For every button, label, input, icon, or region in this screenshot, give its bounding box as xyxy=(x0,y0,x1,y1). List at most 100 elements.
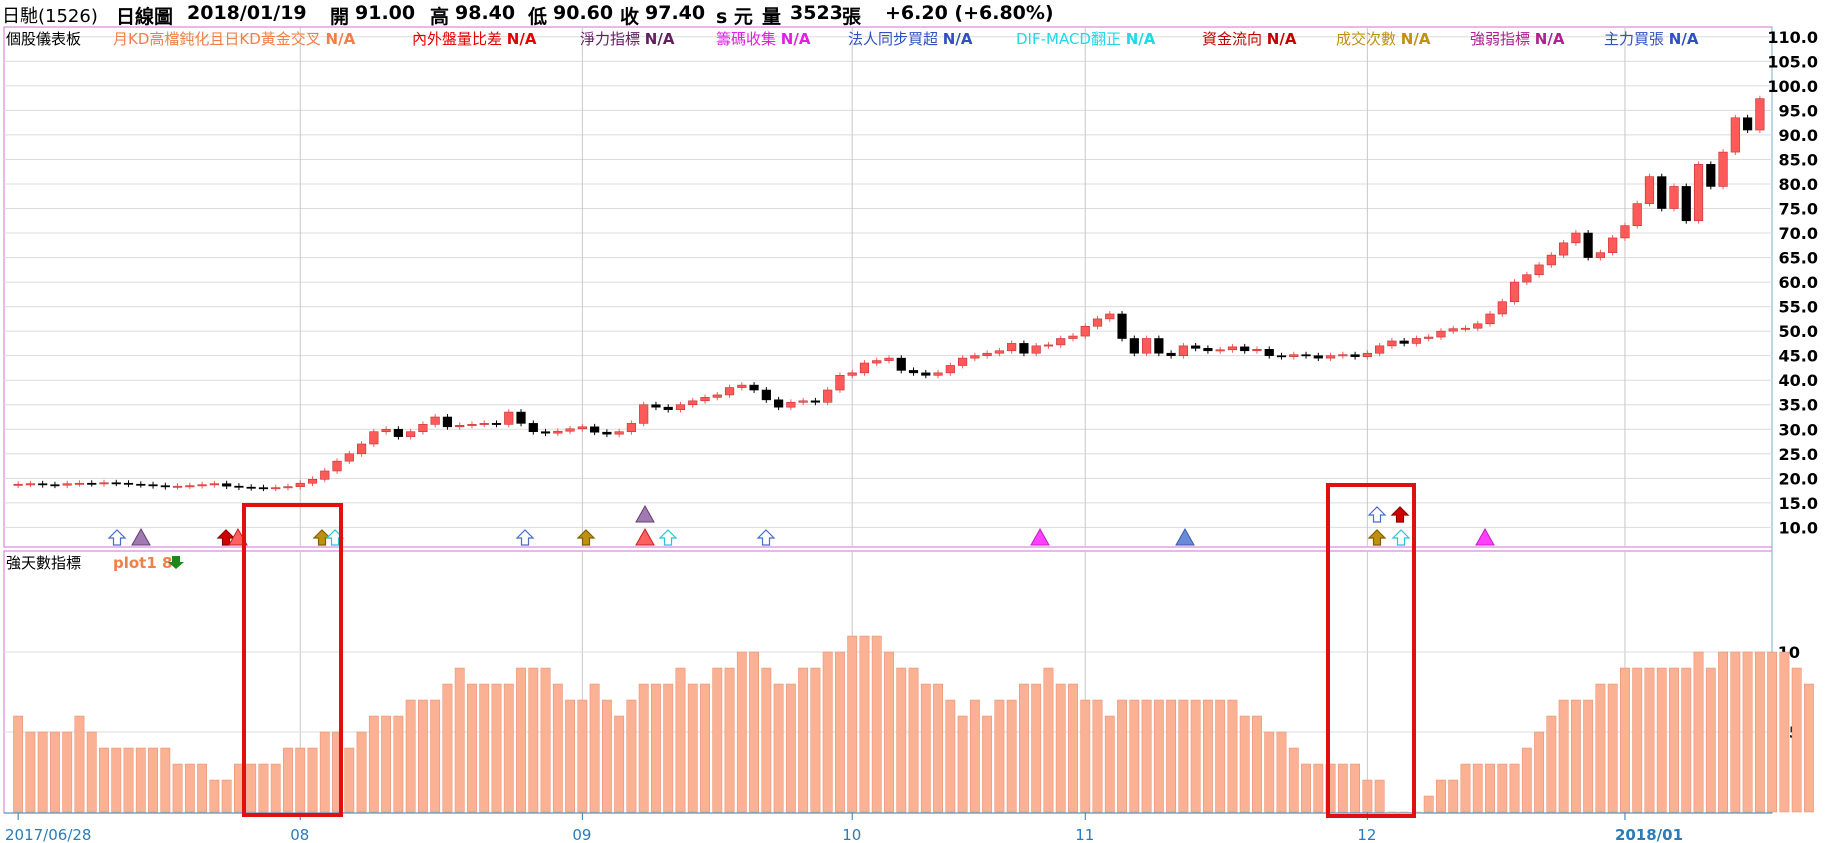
indicator-bar xyxy=(25,731,36,813)
indicator-bar xyxy=(148,747,158,813)
price-tick-label: 55.0 xyxy=(1779,298,1818,317)
indicator-bar xyxy=(871,635,882,813)
quote-header: 日馳(1526) 日線圖 2018/01/19 開 91.00 高 98.40 … xyxy=(0,0,1837,28)
indicator-bar xyxy=(1043,667,1054,813)
indicator-bar xyxy=(1558,699,1569,813)
candle xyxy=(1105,313,1115,320)
indicator-label: 主力買張 N/A xyxy=(1604,30,1699,48)
indicator-bar xyxy=(1129,699,1140,813)
indicator-bar xyxy=(1669,667,1679,813)
indicator-bar xyxy=(381,715,392,813)
candle xyxy=(1497,301,1507,315)
candle xyxy=(823,389,833,403)
candle xyxy=(185,485,195,488)
candle xyxy=(99,482,109,485)
indicator-value: N/A xyxy=(645,30,675,48)
candle xyxy=(982,352,992,356)
indicator-bar xyxy=(1117,699,1127,813)
dashboard-title: 個股儀表板 xyxy=(6,30,81,48)
arrow-marker-icon xyxy=(312,529,332,546)
candle xyxy=(651,404,661,408)
candle xyxy=(1031,345,1041,354)
indicator-bar xyxy=(160,747,171,813)
period-label: 日線圖 xyxy=(116,6,174,28)
indicator-bar xyxy=(184,763,195,813)
indicator-bar xyxy=(651,683,661,813)
candle xyxy=(148,484,158,487)
candle xyxy=(908,370,919,374)
indicator-bar xyxy=(1301,763,1311,813)
candle xyxy=(258,487,269,490)
x-tick-label: 10 xyxy=(842,826,861,843)
indicator-bar xyxy=(994,699,1005,813)
price-tick-label: 110.0 xyxy=(1767,28,1818,47)
indicator-bar xyxy=(528,667,539,813)
indicator-value: N/A xyxy=(943,30,973,48)
candle xyxy=(1289,354,1299,357)
price-tick-label: 25.0 xyxy=(1779,445,1818,464)
indicator-bar xyxy=(172,763,183,813)
candle xyxy=(1595,252,1606,258)
indicator-bar xyxy=(135,747,146,813)
indicator-bar xyxy=(1656,667,1667,813)
indicator-bar xyxy=(307,747,318,813)
price-tick-label: 45.0 xyxy=(1779,347,1818,366)
indicator-bar xyxy=(1472,763,1483,813)
indicator-bar xyxy=(1252,715,1262,813)
candle xyxy=(1068,335,1078,339)
candle xyxy=(13,483,23,486)
candle xyxy=(1043,344,1054,347)
plot-label: plot1 8 xyxy=(113,554,172,572)
candle xyxy=(320,470,330,480)
open-value: 91.00 xyxy=(355,2,416,24)
candle xyxy=(1227,346,1238,351)
indicator-bar xyxy=(368,715,379,813)
candle xyxy=(933,372,943,376)
candle xyxy=(430,416,440,425)
indicator-bar xyxy=(111,747,122,813)
candle xyxy=(356,443,367,455)
indicator-bar xyxy=(1386,811,1397,814)
indicator-bar xyxy=(1104,715,1115,813)
indicator-bar xyxy=(957,715,968,813)
high-label: 高 xyxy=(430,6,450,28)
indicator-bar xyxy=(798,667,809,813)
candle xyxy=(1546,254,1556,266)
indicator-bar xyxy=(1337,763,1348,813)
arrow-marker-icon xyxy=(1391,529,1411,546)
high-value: 98.40 xyxy=(455,2,516,24)
candle xyxy=(774,399,784,408)
indicator-bar xyxy=(1546,715,1557,813)
candle xyxy=(222,483,232,487)
indicator-bar xyxy=(1460,763,1471,813)
indicator-bar xyxy=(1705,667,1716,813)
indicator-bar xyxy=(1804,683,1814,813)
x-tick-label: 2018/01 xyxy=(1615,826,1683,843)
candle xyxy=(847,372,857,376)
candle xyxy=(516,411,526,424)
candle xyxy=(332,460,342,472)
candle xyxy=(1203,348,1213,352)
candle xyxy=(1276,355,1287,358)
candle xyxy=(835,375,845,391)
candle xyxy=(970,355,980,359)
triangle-marker-icon xyxy=(635,527,655,546)
highlight-box xyxy=(242,503,343,817)
candle xyxy=(1669,186,1679,209)
candle xyxy=(50,484,60,487)
candle xyxy=(123,482,134,485)
candle xyxy=(1301,354,1311,357)
indicator-bar xyxy=(1583,699,1594,813)
candle xyxy=(688,400,698,406)
candle xyxy=(1571,232,1581,244)
candle xyxy=(1644,176,1655,204)
triangle-marker-icon xyxy=(1475,527,1495,546)
candle xyxy=(271,487,281,490)
candle xyxy=(810,400,820,403)
volume-unit: 張 xyxy=(842,6,862,28)
candle xyxy=(344,453,354,462)
indicator-bar xyxy=(1436,779,1446,813)
indicator-bar xyxy=(724,667,735,813)
indicator-bar xyxy=(258,763,269,813)
